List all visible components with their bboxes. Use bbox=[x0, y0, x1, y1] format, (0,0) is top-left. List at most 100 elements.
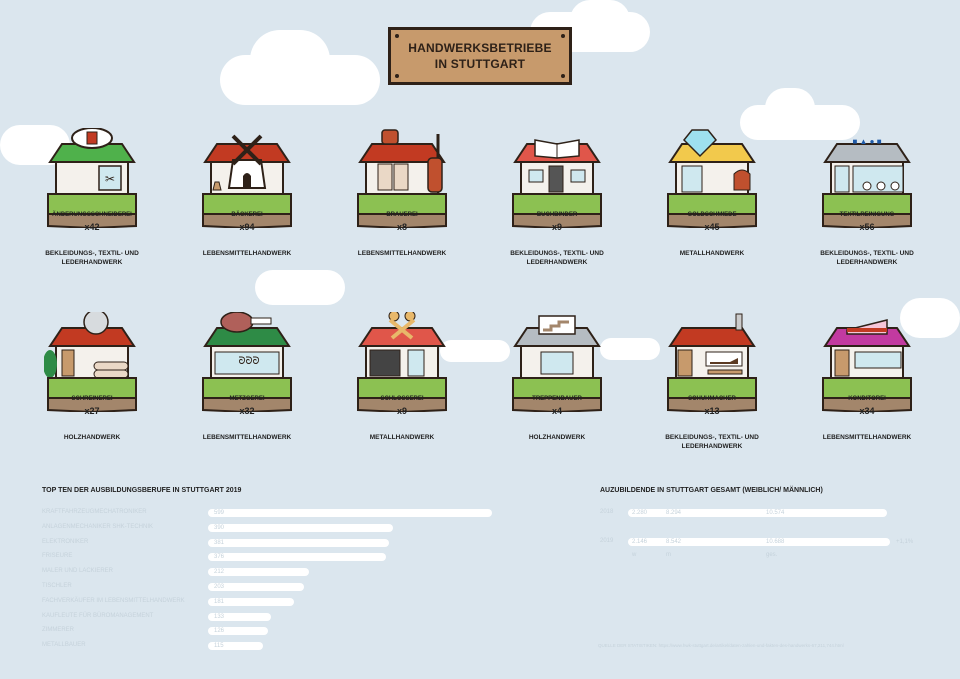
title-line-2: IN STUTTGART bbox=[434, 57, 526, 71]
totals-value-ges: 10.688 bbox=[766, 539, 785, 545]
top-ten-label: MALER UND LACKIERER bbox=[42, 568, 114, 575]
top-ten-label: KRAFTFAHRZEUGMECHATRONIKER bbox=[42, 509, 147, 515]
totals-bar-total bbox=[628, 538, 890, 546]
totals-title: AUZUBILDENDE IN STUTTGART GESAMT (WEIBLI… bbox=[600, 487, 823, 494]
shop-illustration: ■ ▲ ● ■ bbox=[822, 137, 912, 228]
shop-count: x56 bbox=[859, 222, 875, 232]
shop-name: SCHREINEREI bbox=[71, 396, 113, 402]
shop-schlosserei: SCHLOSSEREI x9 bbox=[354, 312, 450, 442]
top-ten-label: TISCHLER bbox=[42, 583, 72, 589]
shop-name: BRAUEREI bbox=[386, 212, 418, 218]
totals-value-m: 8.294 bbox=[666, 510, 682, 516]
top-ten-value: 181 bbox=[214, 598, 225, 605]
top-ten-value: 126 bbox=[214, 628, 225, 635]
top-ten-label: ELEKTRONIKER bbox=[42, 538, 89, 545]
shop-name: BÄCKEREI bbox=[231, 212, 263, 218]
shop-category: HOLZHANDWERK bbox=[63, 434, 121, 441]
top-ten-value: 115 bbox=[214, 643, 224, 650]
shop-count: x4 bbox=[551, 406, 562, 416]
shop-category: METALLHANDWERK bbox=[369, 434, 435, 441]
shop-name: TEXTILREINIGUNG bbox=[839, 212, 895, 218]
shop-count: x8 bbox=[396, 222, 407, 232]
top-ten-bar bbox=[208, 523, 393, 532]
shop-count: x32 bbox=[239, 406, 255, 416]
cloud bbox=[765, 88, 815, 128]
shop-illustration: ✂ bbox=[47, 128, 137, 228]
shop-illustration bbox=[202, 134, 292, 228]
shop-bäckerei: BÄCKEREI x94 bbox=[199, 128, 295, 258]
shop-konditorei: KONDITOREI x34 bbox=[819, 312, 915, 442]
cloud bbox=[440, 340, 510, 362]
top-ten-label: FRISEURE bbox=[42, 553, 73, 560]
top-ten-bar bbox=[208, 553, 387, 562]
top-ten-label: METALLBAUER bbox=[42, 642, 86, 649]
top-ten-label: ANLAGENMECHANIKER SHK-TECHNIK bbox=[42, 523, 154, 530]
shop-illustration bbox=[512, 139, 602, 228]
shop-category: BEKLEIDUNGS-, TEXTIL- UND LEDERHANDWERK bbox=[45, 250, 139, 266]
top-ten-value: 376 bbox=[214, 554, 225, 561]
top-ten-value: 203 bbox=[214, 584, 225, 590]
title-line-1: HANDWERKSBETRIEBE bbox=[408, 41, 552, 55]
top-ten-label: FACHVERKÄUFER IM LEBENSMITTELHANDWERK bbox=[42, 597, 185, 604]
shop-name: GOLDSCHMIEDE bbox=[687, 212, 737, 218]
shop-name: ÄNDERUNGSSCHNEIDEREI bbox=[52, 212, 132, 218]
svg-text:ᘐᘐᘐ: ᘐᘐᘐ bbox=[238, 356, 259, 367]
shop-schreinerei: SCHREINEREI x27 bbox=[44, 312, 140, 442]
shop-category: LEBENSMITTELHANDWERK bbox=[202, 434, 292, 441]
shop-name: METZGEREI bbox=[229, 396, 265, 402]
shop-schuhmacher: SCHUHMACHER x13 bbox=[664, 312, 760, 442]
shop-category: METALLHANDWERK bbox=[679, 250, 745, 257]
totals-value-w: 2.280 bbox=[632, 510, 648, 516]
top-ten-value: 599 bbox=[214, 510, 225, 516]
top-ten-title: TOP TEN DER AUSBILDUNGSBERUFE IN STUTTGA… bbox=[42, 487, 242, 494]
shop-category: LEBENSMITTELHANDWERK bbox=[822, 434, 912, 441]
totals-legend-ges: ges. bbox=[766, 552, 778, 558]
top-ten-label: KAUFLEUTE FÜR BÜROMANAGEMENT bbox=[42, 612, 154, 619]
shop-count: x45 bbox=[704, 222, 720, 232]
svg-text:■ ▲ ● ■: ■ ▲ ● ■ bbox=[852, 137, 881, 146]
shop-goldschmiede: GOLDSCHMIEDE x45 bbox=[664, 128, 760, 258]
top-ten-value: 381 bbox=[214, 539, 225, 546]
top-ten-bar bbox=[208, 583, 305, 591]
top-ten-bar bbox=[208, 627, 268, 636]
shop-category: LEBENSMITTELHANDWERK bbox=[202, 250, 292, 257]
shop-metzgerei: ᘐᘐᘐ METZGEREI x32 bbox=[199, 312, 295, 442]
shop-count: x9 bbox=[396, 406, 407, 416]
shop-count: x13 bbox=[704, 406, 720, 416]
shop-category: HOLZHANDWERK bbox=[528, 434, 586, 441]
top-ten-bar bbox=[208, 612, 272, 621]
shop-illustration bbox=[44, 312, 137, 412]
top-ten-bar bbox=[208, 568, 309, 577]
cloud bbox=[255, 270, 345, 305]
shop-brauerei: BRAUEREI x8 bbox=[354, 128, 450, 258]
totals-legend-m: m bbox=[666, 552, 671, 558]
shop-illustration bbox=[822, 319, 912, 412]
shop-category: BEKLEIDUNGS-, TEXTIL- UND LEDERHANDWERK bbox=[820, 250, 914, 266]
cloud bbox=[600, 338, 660, 360]
totals-value-w: 2.146 bbox=[632, 539, 648, 545]
shop-illustration bbox=[667, 129, 757, 228]
shop-category: LEBENSMITTELHANDWERK bbox=[357, 250, 447, 257]
shop-category: BEKLEIDUNGS-, TEXTIL- UND LEDERHANDWERK bbox=[510, 250, 604, 266]
shop-count: x94 bbox=[239, 222, 255, 232]
shop-count: x27 bbox=[84, 406, 100, 416]
top-ten-bar bbox=[208, 642, 263, 651]
totals-change: +1,1% bbox=[896, 539, 914, 545]
shop-count: x9 bbox=[551, 222, 562, 232]
top-ten-value: 133 bbox=[214, 613, 225, 620]
shop-buchbinder: BUCHBINDER x9 bbox=[509, 128, 605, 258]
totals-bar-total bbox=[628, 509, 887, 517]
cloud bbox=[250, 30, 330, 90]
shop-name: BUCHBINDER bbox=[536, 212, 578, 218]
shop-name: TREPPENBAUER bbox=[532, 396, 582, 402]
top-ten-value: 212 bbox=[214, 569, 225, 576]
shop-änderungsschneiderei: ✂ ÄNDERUNGSSCHNEIDEREI x42 bbox=[44, 128, 140, 258]
shop-illustration bbox=[357, 129, 447, 228]
top-ten-label: ZIMMERER bbox=[42, 627, 74, 634]
totals-year: 2018 bbox=[600, 509, 614, 515]
top-ten-bar bbox=[208, 597, 294, 606]
totals-year: 2019 bbox=[600, 538, 614, 544]
totals-legend-w: w bbox=[632, 552, 637, 558]
shop-illustration bbox=[357, 312, 447, 412]
shop-name: SCHUHMACHER bbox=[688, 396, 736, 402]
